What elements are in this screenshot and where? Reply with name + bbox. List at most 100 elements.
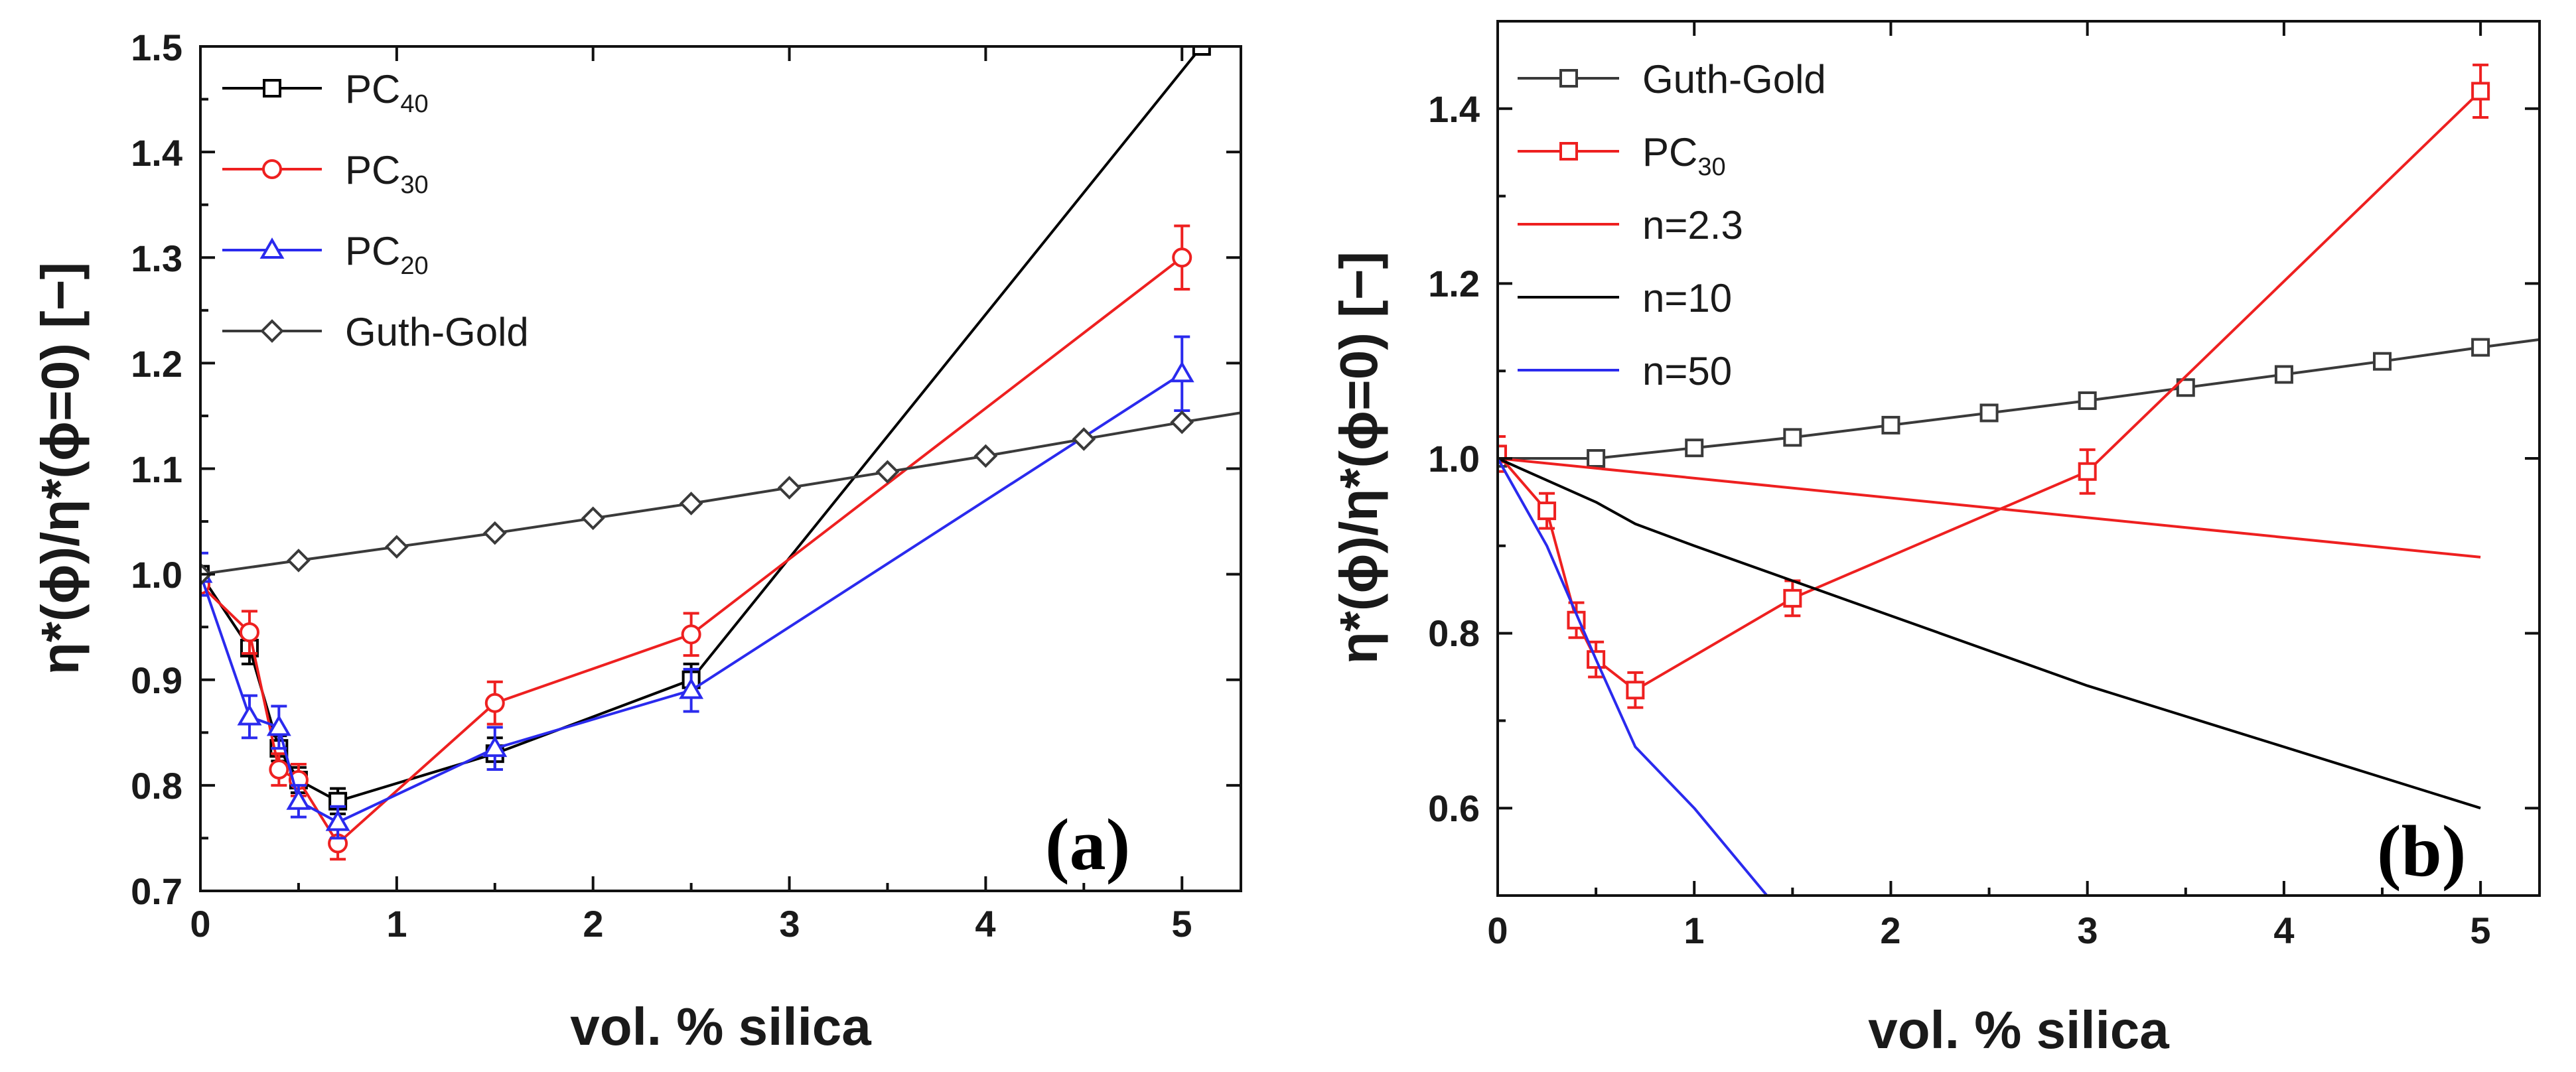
legend-label-main: PC: [345, 67, 400, 111]
legend-marker: [1559, 142, 1578, 161]
y-tick-label: 0.8: [131, 765, 182, 807]
legend-label: PC20: [345, 229, 429, 280]
legend-marker: [1559, 69, 1578, 88]
data-point: [1192, 46, 1211, 56]
legend-label: PC30: [345, 148, 429, 199]
legend-entry: PC40: [222, 67, 429, 118]
legend-entry: n=2.3: [1518, 203, 1743, 247]
data-point: [1169, 361, 1194, 383]
data-point: [1538, 502, 1557, 521]
data-point: [581, 506, 605, 531]
data-point: [287, 549, 311, 572]
data-point: [1783, 588, 1802, 608]
data-point: [1979, 403, 1999, 423]
legend-label-sub: 40: [400, 90, 428, 118]
legend-marker: [260, 319, 284, 343]
data-point: [482, 736, 508, 758]
y-axis-label: η*(ϕ)/η*(ϕ=0) [−]: [1329, 251, 1388, 664]
legend-entry: n=50: [1518, 349, 1732, 393]
data-point: [2274, 365, 2293, 384]
series-line: [1498, 457, 2481, 810]
data-point: [239, 622, 259, 643]
series-line: [1498, 458, 1768, 896]
legend-label: n=10: [1642, 276, 1732, 320]
data-point: [385, 535, 409, 559]
legend-entry: n=10: [1518, 276, 1732, 320]
legend-label-main: PC: [345, 148, 400, 192]
data-point: [2471, 338, 2490, 357]
x-tick-label: 4: [2273, 909, 2294, 951]
data-point: [679, 492, 703, 515]
series-line: [1498, 338, 2540, 460]
data-point: [679, 677, 704, 699]
panel-label-a: (a): [1045, 804, 1130, 885]
x-tick-label: 1: [1683, 909, 1704, 951]
data-point: [1783, 428, 1802, 447]
legend-label: Guth-Gold: [1642, 57, 1826, 101]
data-point: [2078, 391, 2097, 411]
legend-label-sub: 20: [400, 252, 428, 280]
data-point: [2373, 352, 2392, 371]
data-point: [1685, 438, 1704, 458]
y-axis-label: η*(ϕ)/η*(ϕ=0) [−]: [31, 262, 90, 675]
data-point: [1170, 410, 1194, 435]
data-point: [1587, 449, 1606, 468]
y-tick-label: 1.0: [1428, 438, 1480, 480]
legend-label: n=50: [1642, 349, 1732, 393]
series-line: [200, 372, 1183, 824]
y-tick-label: 0.9: [131, 659, 182, 701]
y-tick-label: 1.1: [131, 448, 182, 490]
x-tick-label: 2: [1880, 909, 1900, 951]
y-tick-label: 1.3: [131, 237, 182, 279]
x-tick-label: 5: [1171, 903, 1192, 945]
data-point: [286, 788, 311, 810]
legend-label: PC40: [345, 67, 429, 118]
y-tick-label: 1.4: [131, 132, 182, 174]
data-point: [1172, 247, 1192, 268]
data-point: [482, 521, 507, 545]
data-point: [266, 714, 291, 736]
y-tick-label: 1.2: [131, 343, 182, 385]
data-point: [777, 476, 802, 500]
data-point: [973, 444, 998, 468]
chart-panel-b: 0.6 0.8 1.0 1.2 1.4 0 1 2 3 4 5 vol. % s…: [1329, 20, 2541, 1059]
legend-marker: [259, 237, 285, 259]
legend-marker: [262, 159, 282, 179]
x-axis-label: vol. % silica: [570, 997, 871, 1056]
y-tick-label: 1.5: [131, 27, 182, 68]
data-point: [484, 693, 505, 713]
y-tick-label: 0.6: [1428, 787, 1480, 829]
data-point: [269, 760, 289, 780]
data-point: [875, 460, 900, 484]
data-point: [325, 809, 350, 831]
legend-label-sub: 30: [1697, 153, 1725, 181]
x-tick-label: 3: [2077, 909, 2098, 951]
x-tick-label: 5: [2470, 909, 2490, 951]
data-point: [1072, 427, 1096, 451]
x-tick-label: 1: [386, 903, 407, 945]
legend-label-main: PC: [345, 229, 400, 273]
y-tick-label: 1.0: [131, 554, 182, 596]
y-tick-label: 1.4: [1428, 88, 1480, 130]
legend-label: Guth-Gold: [345, 310, 529, 354]
data-point: [2078, 462, 2097, 481]
data-point: [237, 704, 262, 726]
x-tick-label: 0: [190, 903, 210, 945]
legend-entry: Guth-Gold: [1518, 57, 1826, 101]
data-point: [681, 624, 701, 645]
x-tick-label: 4: [975, 903, 995, 945]
y-tick-label: 0.8: [1428, 612, 1480, 654]
legend-entry: PC20: [222, 229, 429, 280]
legend-entry: PC30: [1518, 130, 1726, 181]
legend-label: PC30: [1642, 130, 1726, 181]
x-axis-label: vol. % silica: [1868, 1000, 2169, 1059]
panel-label-b: (b): [2377, 811, 2466, 892]
x-tick-label: 2: [583, 903, 603, 945]
legend-entry: Guth-Gold: [222, 310, 529, 354]
x-tick-label: 0: [1487, 909, 1508, 951]
y-tick-label: 1.2: [1428, 263, 1480, 304]
y-tick-label: 0.7: [131, 870, 182, 912]
legend-entry: PC30: [222, 148, 429, 199]
legend-marker: [263, 79, 281, 98]
